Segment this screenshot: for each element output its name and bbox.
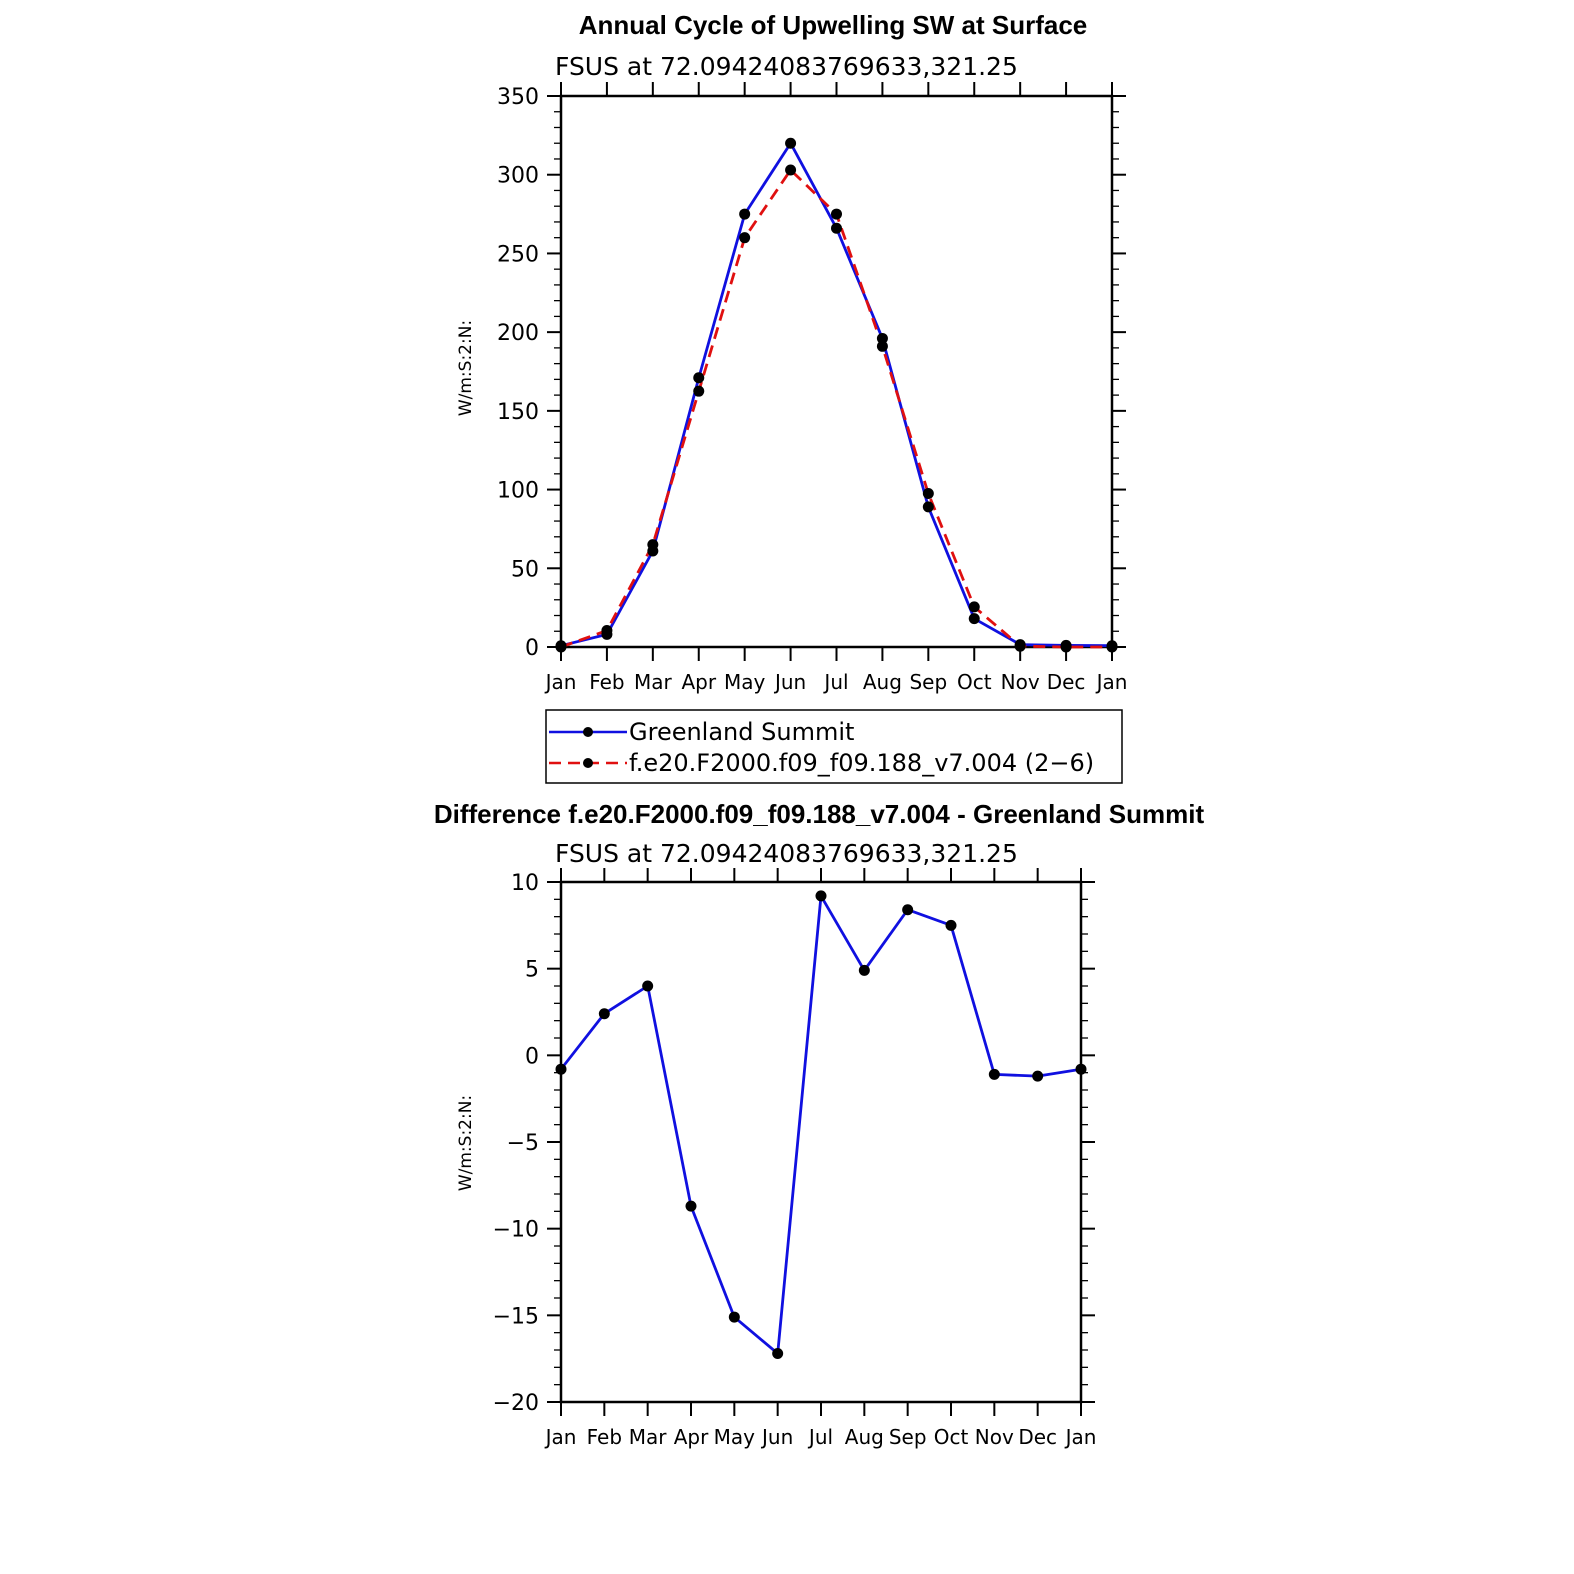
- chart2-frame: [559, 880, 1083, 1404]
- legend-label-obs: Greenland Summit: [629, 718, 854, 746]
- chart1-point-0: [693, 372, 705, 384]
- chart1-ytick-label: 150: [497, 400, 539, 425]
- chart1-xtick-label: Feb: [589, 670, 624, 694]
- chart1-xtick-label: Sep: [909, 670, 947, 694]
- chart1-xtick-label: Jan: [544, 670, 577, 694]
- chart2-point-0: [728, 1311, 740, 1323]
- chart2-xtick-label: Jan: [544, 1425, 577, 1449]
- annual-cycle-chart: Annual Cycle of Upwelling SW at Surface …: [456, 10, 1127, 784]
- chart1-point-0: [831, 222, 842, 234]
- chart2-xtick-label: Aug: [845, 1425, 884, 1449]
- chart1-point-1: [739, 232, 751, 244]
- chart1-xtick-label: Jun: [773, 670, 806, 694]
- chart1-series-line-1: [560, 168, 1112, 649]
- chart2-xtick-label: Apr: [674, 1425, 709, 1449]
- chart2-point-0: [598, 1008, 610, 1020]
- chart2-xtick-label: Feb: [587, 1425, 622, 1449]
- legend-box: [545, 709, 1123, 784]
- chart2-ytick-label: −15: [493, 1304, 539, 1329]
- chart1-ytick-label: 300: [497, 164, 539, 189]
- chart1-point-0: [968, 613, 980, 625]
- chart1-xtick-label: Aug: [863, 670, 902, 694]
- chart2-xtick-label: Dec: [1018, 1425, 1057, 1449]
- chart2-xtick-label: Jun: [760, 1425, 793, 1449]
- chart1-subtitle: FSUS at 72.09424083769633,321.25: [555, 52, 1018, 81]
- chart1-point-0: [876, 332, 888, 344]
- chart2-point-0: [772, 1347, 784, 1359]
- chart1-point-1: [968, 601, 980, 613]
- chart1-point-1: [785, 164, 797, 176]
- chart2-point-0: [685, 1200, 697, 1212]
- chart2-xtick-label: May: [714, 1425, 756, 1449]
- chart1-axes: Jan Feb Mar Apr May Jun Jul Aug Sep Oct Nov Dec Jan0…: [497, 82, 1127, 694]
- chart1-point-1: [555, 641, 567, 653]
- chart2-title: Difference f.e20.F2000.f09_f09.188_v7.00…: [434, 799, 1205, 829]
- chart2-point-0: [902, 904, 914, 916]
- chart2-axes: Jan Feb Mar Apr May Jun Jul Aug Sep Oct Nov Dec Jan−…: [493, 868, 1097, 1449]
- chart2-ytick-label: −20: [493, 1391, 539, 1416]
- chart1-point-1: [876, 340, 888, 352]
- chart1-xtick-label: Jul: [822, 670, 848, 694]
- legend-marker-obs: [583, 727, 593, 737]
- chart2-ytick-label: −5: [507, 1131, 539, 1156]
- chart1-ytick-label: 250: [497, 242, 539, 267]
- chart2-ytick-label: 10: [511, 871, 539, 896]
- chart2-point-0: [988, 1068, 1000, 1080]
- chart1-ytick-label: 0: [525, 636, 539, 661]
- legend-label-model: f.e20.F2000.f09_f09.188_v7.004 (2−6): [629, 749, 1094, 777]
- legend: Greenland Summit f.e20.F2000.f09_f09.188…: [545, 709, 1123, 784]
- chart1-point-1: [1106, 641, 1118, 653]
- chart1-xtick-label: Jan: [1095, 670, 1128, 694]
- legend-marker-model: [583, 758, 593, 768]
- chart1-point-1: [693, 385, 705, 397]
- chart2-xtick-label: Jan: [1064, 1425, 1097, 1449]
- difference-chart: Difference f.e20.F2000.f09_f09.188_v7.00…: [434, 799, 1205, 1449]
- chart2-point-0: [815, 890, 827, 902]
- chart1-ylabel: W/m:S:2:N:: [456, 320, 476, 416]
- chart1-point-0: [739, 208, 751, 220]
- chart2-xtick-label: Mar: [629, 1425, 668, 1449]
- chart1-point-1: [922, 488, 934, 500]
- chart1-point-1: [601, 624, 613, 636]
- chart1-ytick-label: 200: [497, 321, 539, 346]
- chart1-xtick-label: Apr: [681, 670, 716, 694]
- chart1-xtick-label: Mar: [634, 670, 673, 694]
- chart2-series-line-0: [559, 894, 1082, 1355]
- chart2-ylabel: W/m:S:2:N:: [456, 1095, 476, 1191]
- chart1-ytick-label: 350: [497, 85, 539, 110]
- chart1-xtick-label: Oct: [957, 670, 992, 694]
- chart2-point-0: [555, 1063, 567, 1075]
- chart2-xtick-label: Oct: [934, 1425, 969, 1449]
- chart2-point-0: [1032, 1070, 1044, 1082]
- chart2-xtick-label: Nov: [975, 1425, 1014, 1449]
- chart1-point-1: [1014, 640, 1026, 652]
- chart2-xtick-label: Sep: [889, 1425, 927, 1449]
- chart1-point-1: [1060, 641, 1072, 653]
- chart1-xtick-label: May: [724, 670, 766, 694]
- chart2-subtitle: FSUS at 72.09424083769633,321.25: [555, 839, 1018, 868]
- chart1-point-1: [647, 539, 659, 551]
- chart2-xtick-label: Jul: [807, 1425, 833, 1449]
- chart1-xtick-label: Nov: [1001, 670, 1040, 694]
- chart2-ytick-label: −10: [493, 1218, 539, 1243]
- chart2-point-0: [945, 919, 957, 931]
- chart2-series: [555, 890, 1087, 1359]
- chart2-ytick-label: 0: [525, 1044, 539, 1069]
- chart1-ytick-label: 100: [497, 479, 539, 504]
- chart1-xtick-label: Dec: [1047, 670, 1086, 694]
- chart1-point-0: [922, 501, 934, 513]
- chart1-point-1: [831, 208, 842, 220]
- chart1-ytick-label: 50: [511, 557, 539, 582]
- chart2-point-0: [858, 964, 870, 976]
- chart1-title: Annual Cycle of Upwelling SW at Surface: [579, 10, 1088, 40]
- chart2-ytick-label: 5: [525, 958, 539, 983]
- chart2-point-0: [1075, 1063, 1087, 1075]
- chart1-point-0: [785, 137, 797, 149]
- chart2-point-0: [642, 980, 654, 992]
- chart1-series: [555, 137, 1118, 653]
